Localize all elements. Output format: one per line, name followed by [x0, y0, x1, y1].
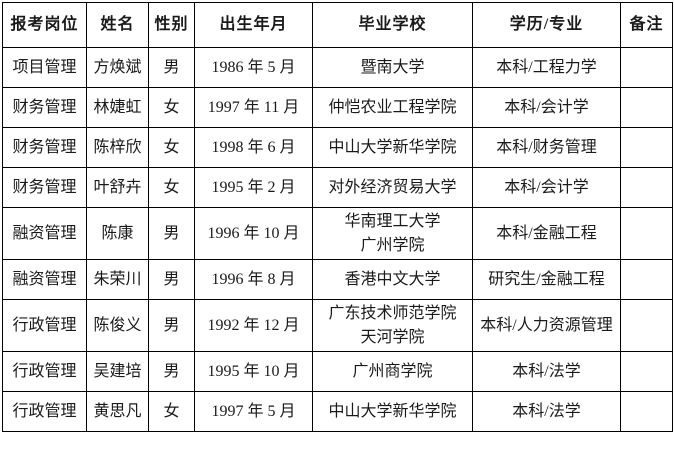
- cell-degree: 本科/法学: [472, 351, 621, 392]
- table-row: 项目管理 方焕斌 男 1986 年 5 月 暨南大学 本科/工程力学: [2, 47, 673, 88]
- header-row: 报考岗位 姓名 性别 出生年月 毕业学校 学历/专业 备注: [2, 2, 673, 48]
- cell-degree: 本科/会计学: [472, 87, 621, 128]
- table-row: 行政管理 吴建培 男 1995 年 10 月 广州商学院 本科/法学: [2, 351, 673, 392]
- cell-position: 融资管理: [2, 207, 87, 260]
- cell-birthdate: 1992 年 12 月: [194, 299, 313, 352]
- cell-school: 中山大学新华学院: [312, 127, 473, 168]
- cell-gender: 男: [148, 351, 195, 392]
- cell-gender: 男: [148, 207, 195, 260]
- cell-note: [620, 167, 673, 208]
- cell-degree: 本科/金融工程: [472, 207, 621, 260]
- cell-gender: 男: [148, 299, 195, 352]
- table-row: 财务管理 陈梓欣 女 1998 年 6 月 中山大学新华学院 本科/财务管理: [2, 127, 673, 168]
- table-row: 财务管理 林婕虹 女 1997 年 11 月 仲恺农业工程学院 本科/会计学: [2, 87, 673, 128]
- cell-name: 陈梓欣: [86, 127, 149, 168]
- cell-degree: 研究生/金融工程: [472, 259, 621, 300]
- table-row: 财务管理 叶舒卉 女 1995 年 2 月 对外经济贸易大学 本科/会计学: [2, 167, 673, 208]
- cell-birthdate: 1997 年 11 月: [194, 87, 313, 128]
- cell-note: [620, 47, 673, 88]
- table-row: 行政管理 陈俊义 男 1992 年 12 月 广东技术师范学院 天河学院 本科/…: [2, 299, 673, 352]
- cell-gender: 女: [148, 87, 195, 128]
- cell-birthdate: 1996 年 8 月: [194, 259, 313, 300]
- cell-degree: 本科/财务管理: [472, 127, 621, 168]
- cell-note: [620, 207, 673, 260]
- cell-school: 暨南大学: [312, 47, 473, 88]
- table-row: 融资管理 朱荣川 男 1996 年 8 月 香港中文大学 研究生/金融工程: [2, 259, 673, 300]
- cell-degree: 本科/工程力学: [472, 47, 621, 88]
- cell-note: [620, 127, 673, 168]
- cell-position: 行政管理: [2, 391, 87, 432]
- cell-note: [620, 351, 673, 392]
- table-row: 融资管理 陈康 男 1996 年 10 月 华南理工大学 广州学院 本科/金融工…: [2, 207, 673, 260]
- cell-name: 吴建培: [86, 351, 149, 392]
- cell-birthdate: 1997 年 5 月: [194, 391, 313, 432]
- cell-gender: 女: [148, 127, 195, 168]
- cell-name: 陈康: [86, 207, 149, 260]
- cell-degree: 本科/会计学: [472, 167, 621, 208]
- cell-gender: 女: [148, 391, 195, 432]
- cell-position: 财务管理: [2, 127, 87, 168]
- header-school: 毕业学校: [312, 2, 473, 48]
- header-position: 报考岗位: [2, 2, 87, 48]
- cell-birthdate: 1996 年 10 月: [194, 207, 313, 260]
- cell-name: 陈俊义: [86, 299, 149, 352]
- cell-name: 林婕虹: [86, 87, 149, 128]
- cell-note: [620, 299, 673, 352]
- cell-birthdate: 1986 年 5 月: [194, 47, 313, 88]
- cell-birthdate: 1995 年 10 月: [194, 351, 313, 392]
- header-note: 备注: [620, 2, 673, 48]
- cell-school: 广州商学院: [312, 351, 473, 392]
- cell-degree: 本科/人力资源管理: [472, 299, 621, 352]
- cell-school: 仲恺农业工程学院: [312, 87, 473, 128]
- cell-name: 朱荣川: [86, 259, 149, 300]
- cell-note: [620, 259, 673, 300]
- cell-position: 行政管理: [2, 299, 87, 352]
- applicants-table: 报考岗位 姓名 性别 出生年月 毕业学校 学历/专业 备注 项目管理 方焕斌 男…: [2, 2, 673, 432]
- cell-birthdate: 1998 年 6 月: [194, 127, 313, 168]
- header-birthdate: 出生年月: [194, 2, 313, 48]
- cell-position: 融资管理: [2, 259, 87, 300]
- cell-note: [620, 87, 673, 128]
- cell-name: 方焕斌: [86, 47, 149, 88]
- cell-position: 行政管理: [2, 351, 87, 392]
- table-row: 行政管理 黄思凡 女 1997 年 5 月 中山大学新华学院 本科/法学: [2, 391, 673, 432]
- cell-school: 对外经济贸易大学: [312, 167, 473, 208]
- header-gender: 性别: [148, 2, 195, 48]
- cell-school: 香港中文大学: [312, 259, 473, 300]
- cell-gender: 男: [148, 259, 195, 300]
- cell-school: 中山大学新华学院: [312, 391, 473, 432]
- header-name: 姓名: [86, 2, 149, 48]
- cell-school: 广东技术师范学院 天河学院: [312, 299, 473, 352]
- header-degree: 学历/专业: [472, 2, 621, 48]
- cell-school: 华南理工大学 广州学院: [312, 207, 473, 260]
- cell-gender: 男: [148, 47, 195, 88]
- cell-gender: 女: [148, 167, 195, 208]
- cell-position: 财务管理: [2, 87, 87, 128]
- cell-name: 叶舒卉: [86, 167, 149, 208]
- cell-position: 财务管理: [2, 167, 87, 208]
- cell-position: 项目管理: [2, 47, 87, 88]
- cell-name: 黄思凡: [86, 391, 149, 432]
- cell-birthdate: 1995 年 2 月: [194, 167, 313, 208]
- cell-note: [620, 391, 673, 432]
- cell-degree: 本科/法学: [472, 391, 621, 432]
